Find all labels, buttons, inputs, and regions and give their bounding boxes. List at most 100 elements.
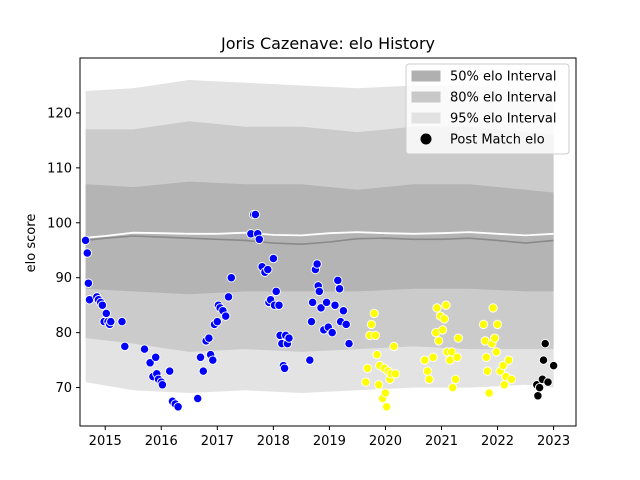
x-tick-label: 2022 bbox=[481, 434, 514, 449]
elo-point bbox=[434, 336, 444, 346]
elo-point bbox=[482, 366, 493, 376]
elo-point bbox=[428, 352, 438, 362]
legend-label: 95% elo Interval bbox=[450, 112, 557, 127]
x-tick-label: 2017 bbox=[201, 434, 234, 449]
elo-median-line bbox=[85, 231, 554, 239]
elo-point bbox=[446, 347, 457, 357]
elo-point bbox=[173, 402, 183, 412]
legend-swatch bbox=[411, 70, 441, 82]
elo-point bbox=[271, 286, 281, 297]
elo-point bbox=[212, 316, 222, 327]
elo-point bbox=[198, 366, 208, 376]
elo-point bbox=[165, 366, 175, 376]
elo-point bbox=[481, 352, 491, 362]
elo-point bbox=[83, 278, 94, 288]
legend-box bbox=[405, 63, 570, 155]
elo-point bbox=[439, 314, 449, 324]
elo-point bbox=[452, 352, 462, 362]
elo-point bbox=[506, 374, 517, 384]
elo-point bbox=[333, 275, 343, 286]
y-tick-label: 90 bbox=[55, 271, 72, 286]
elo-point bbox=[223, 292, 234, 302]
legend-label: 50% elo Interval bbox=[450, 70, 557, 85]
elo-point bbox=[341, 319, 351, 330]
elo-point bbox=[540, 338, 550, 349]
elo-point bbox=[492, 319, 503, 330]
elo-point bbox=[478, 319, 489, 330]
elo-point bbox=[106, 316, 116, 327]
elo-mean-line bbox=[85, 235, 554, 246]
elo-point bbox=[499, 380, 509, 390]
y-axis-label: elo score bbox=[24, 214, 39, 273]
elo-point bbox=[151, 352, 161, 362]
elo-point bbox=[279, 363, 290, 373]
elo-point bbox=[157, 380, 168, 390]
elo-point bbox=[374, 380, 384, 390]
elo-point bbox=[208, 355, 218, 365]
elo-point bbox=[538, 355, 549, 365]
elo-point bbox=[390, 369, 401, 379]
elo-point bbox=[381, 402, 392, 412]
elo-point bbox=[450, 374, 461, 384]
elo-point bbox=[321, 297, 332, 308]
elo-point bbox=[226, 273, 236, 283]
elo-point bbox=[498, 360, 508, 371]
legend-label: 80% elo Interval bbox=[450, 91, 557, 106]
elo-point bbox=[422, 366, 433, 376]
elo-point bbox=[330, 300, 340, 310]
elo-point bbox=[250, 209, 261, 220]
elo-point bbox=[441, 300, 451, 310]
y-tick-label: 110 bbox=[47, 161, 72, 176]
interval-band bbox=[85, 181, 554, 295]
elo-point bbox=[504, 355, 514, 365]
elo-point bbox=[362, 363, 373, 373]
elo-point bbox=[533, 391, 543, 401]
plot-area: 2015 2016 2017 2018 2019 2020 2021 2022 2023 70 80… bbox=[47, 57, 577, 449]
elo-point bbox=[254, 234, 264, 244]
elo-point bbox=[372, 349, 382, 360]
elo-point bbox=[117, 316, 127, 327]
elo-point bbox=[97, 300, 108, 310]
legend-marker bbox=[420, 133, 432, 145]
y-tick-label: 80 bbox=[55, 326, 72, 341]
elo-point bbox=[453, 333, 463, 343]
elo-point bbox=[306, 316, 317, 327]
elo-point bbox=[193, 393, 203, 404]
elo-point bbox=[437, 325, 448, 335]
elo-point bbox=[420, 355, 430, 365]
legend-swatch bbox=[411, 91, 441, 103]
elo-point bbox=[543, 377, 553, 387]
x-tick-label: 2023 bbox=[537, 434, 570, 449]
elo-point bbox=[274, 300, 284, 310]
elo-point bbox=[312, 259, 322, 269]
x-tick-label: 2019 bbox=[313, 434, 346, 449]
elo-point bbox=[327, 327, 337, 338]
legend-swatch bbox=[411, 112, 441, 124]
elo-point bbox=[338, 306, 349, 316]
x-tick-label: 2015 bbox=[89, 434, 122, 449]
elo-point bbox=[307, 297, 318, 308]
elo-point bbox=[370, 330, 381, 341]
elo-point bbox=[263, 264, 273, 275]
elo-point bbox=[389, 341, 399, 352]
elo-point bbox=[120, 341, 130, 352]
elo-point bbox=[361, 377, 371, 387]
elo-point bbox=[284, 333, 294, 343]
elo-point bbox=[82, 248, 92, 258]
elo-point bbox=[490, 333, 500, 343]
elo-point bbox=[380, 388, 391, 398]
elo-point bbox=[534, 382, 545, 393]
y-tick-label: 120 bbox=[47, 106, 72, 121]
elo-point bbox=[80, 235, 91, 246]
elo-point bbox=[488, 303, 498, 313]
legend-label: Post Match elo bbox=[450, 133, 545, 148]
axes-frame bbox=[79, 57, 577, 427]
elo-point bbox=[548, 360, 559, 371]
legend: 50% elo Interval 80% elo Interval 95% elo … bbox=[405, 63, 570, 155]
elo-point bbox=[424, 374, 434, 384]
elo-point bbox=[305, 355, 315, 365]
elo-point bbox=[369, 308, 379, 319]
x-tick-label: 2020 bbox=[369, 434, 402, 449]
elo-point bbox=[432, 303, 442, 313]
